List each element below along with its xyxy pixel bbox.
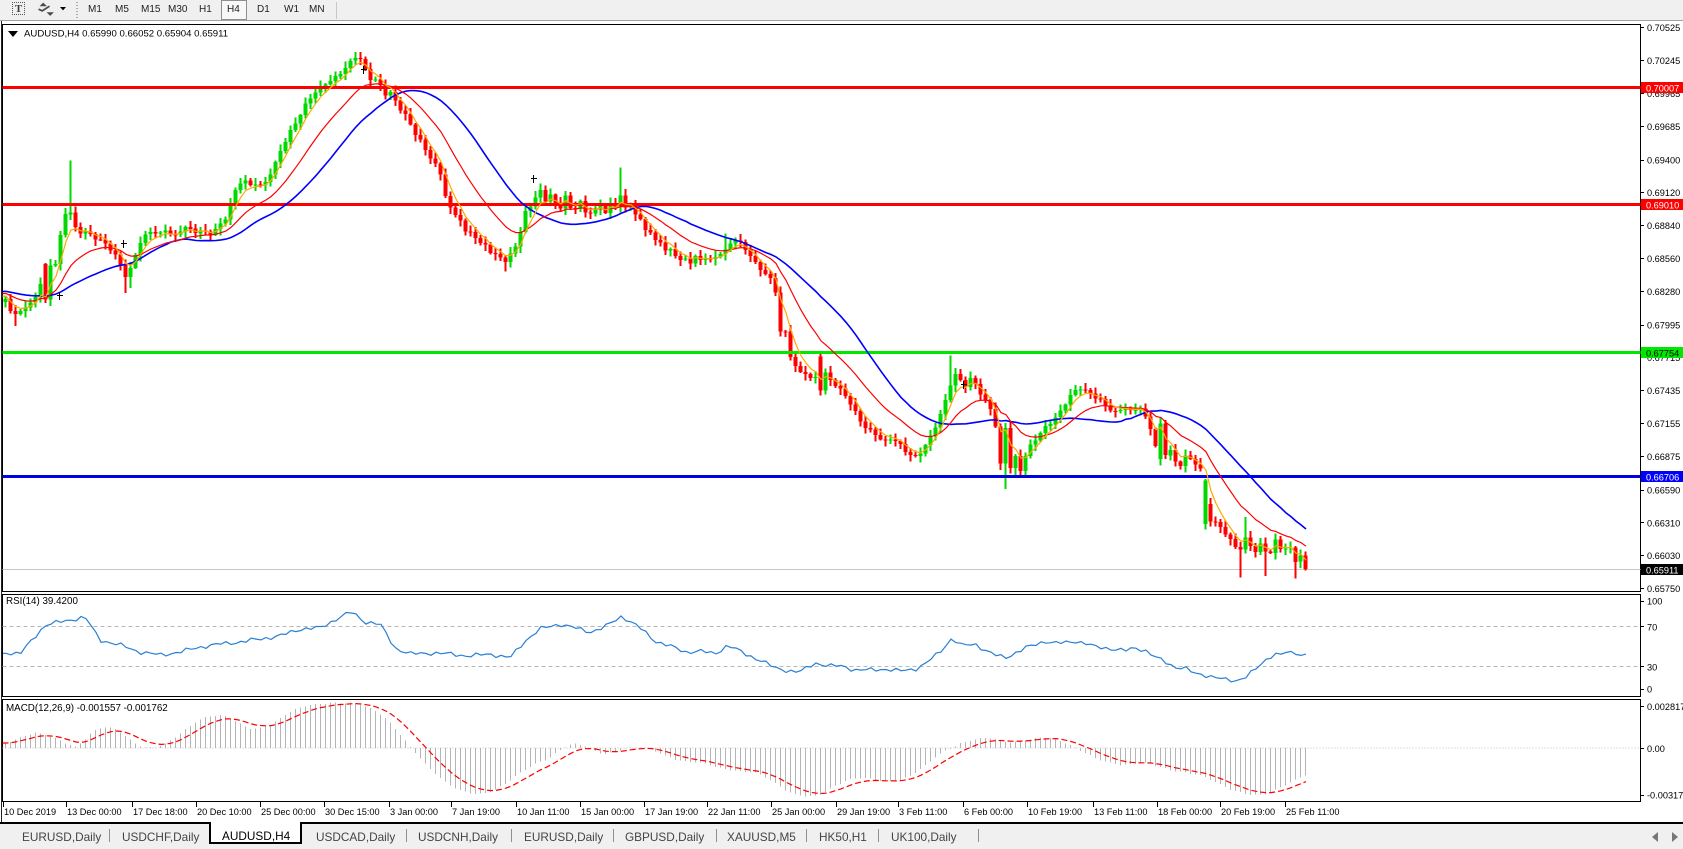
svg-text:0.68560: 0.68560: [1647, 254, 1680, 264]
svg-text:0.69120: 0.69120: [1647, 188, 1680, 198]
svg-text:20 Dec 10:00: 20 Dec 10:00: [197, 807, 252, 817]
svg-text:30 Dec 15:00: 30 Dec 15:00: [325, 807, 380, 817]
svg-text:3 Feb 11:00: 3 Feb 11:00: [899, 807, 947, 817]
svg-text:25 Jan 00:00: 25 Jan 00:00: [772, 807, 825, 817]
svg-text:13 Feb 11:00: 13 Feb 11:00: [1094, 807, 1147, 817]
svg-text:0.67155: 0.67155: [1647, 419, 1680, 429]
svg-text:0.68280: 0.68280: [1647, 287, 1680, 297]
svg-text:0.00: 0.00: [1647, 744, 1665, 754]
svg-text:13 Dec 00:00: 13 Dec 00:00: [67, 807, 122, 817]
svg-text:0.70007: 0.70007: [1646, 83, 1679, 93]
svg-text:6 Feb 00:00: 6 Feb 00:00: [964, 807, 1013, 817]
svg-text:0.67715: 0.67715: [1647, 353, 1680, 363]
svg-text:29 Jan 19:00: 29 Jan 19:00: [837, 807, 890, 817]
svg-text:0.002817: 0.002817: [1647, 702, 1683, 712]
svg-text:0.65750: 0.65750: [1647, 584, 1680, 594]
svg-text:10 Feb 19:00: 10 Feb 19:00: [1028, 807, 1082, 817]
svg-text:AUDUSD,H4 0.65990 0.66052 0.6: AUDUSD,H4 0.65990 0.66052 0.65904 0.6591…: [24, 29, 228, 40]
svg-text:17 Dec 18:00: 17 Dec 18:00: [133, 807, 188, 817]
svg-text:-0.003179: -0.003179: [1647, 790, 1683, 800]
svg-text:10 Jan 11:00: 10 Jan 11:00: [517, 807, 569, 817]
svg-text:0.67435: 0.67435: [1647, 386, 1680, 396]
svg-text:RSI(14) 39.4200: RSI(14) 39.4200: [6, 596, 78, 607]
svg-text:0.69400: 0.69400: [1647, 155, 1680, 165]
svg-text:0.70525: 0.70525: [1647, 23, 1680, 33]
svg-text:0.69010: 0.69010: [1646, 200, 1679, 210]
svg-text:0.66875: 0.66875: [1647, 452, 1680, 462]
svg-text:0.69965: 0.69965: [1647, 89, 1680, 99]
svg-text:25 Dec 00:00: 25 Dec 00:00: [261, 807, 316, 817]
svg-text:0.67754: 0.67754: [1646, 348, 1679, 358]
svg-text:100: 100: [1647, 596, 1662, 606]
svg-text:0.66030: 0.66030: [1647, 551, 1680, 561]
svg-text:10 Dec 2019: 10 Dec 2019: [4, 807, 56, 817]
svg-text:15 Jan 00:00: 15 Jan 00:00: [581, 807, 634, 817]
svg-text:0.66706: 0.66706: [1646, 472, 1679, 482]
svg-text:0.68840: 0.68840: [1647, 221, 1680, 231]
svg-text:22 Jan 11:00: 22 Jan 11:00: [708, 807, 760, 817]
svg-text:0.66310: 0.66310: [1647, 518, 1680, 528]
svg-text:0.69685: 0.69685: [1647, 122, 1680, 132]
svg-text:0.66590: 0.66590: [1647, 485, 1680, 495]
svg-text:70: 70: [1647, 622, 1657, 632]
svg-text:0: 0: [1647, 685, 1652, 695]
svg-text:MACD(12,26,9) -0.001557 -0.001: MACD(12,26,9) -0.001557 -0.001762: [6, 703, 168, 714]
svg-text:0.70245: 0.70245: [1647, 56, 1680, 66]
svg-text:0.67995: 0.67995: [1647, 320, 1680, 330]
svg-text:3 Jan 00:00: 3 Jan 00:00: [390, 807, 438, 817]
svg-text:7 Jan 19:00: 7 Jan 19:00: [452, 807, 500, 817]
svg-text:18 Feb 00:00: 18 Feb 00:00: [1158, 807, 1212, 817]
svg-text:30: 30: [1647, 662, 1657, 672]
svg-text:20 Feb 19:00: 20 Feb 19:00: [1221, 807, 1275, 817]
svg-text:0.65911: 0.65911: [1646, 565, 1679, 575]
svg-text:17 Jan 19:00: 17 Jan 19:00: [645, 807, 698, 817]
svg-text:25 Feb 11:00: 25 Feb 11:00: [1286, 807, 1339, 817]
